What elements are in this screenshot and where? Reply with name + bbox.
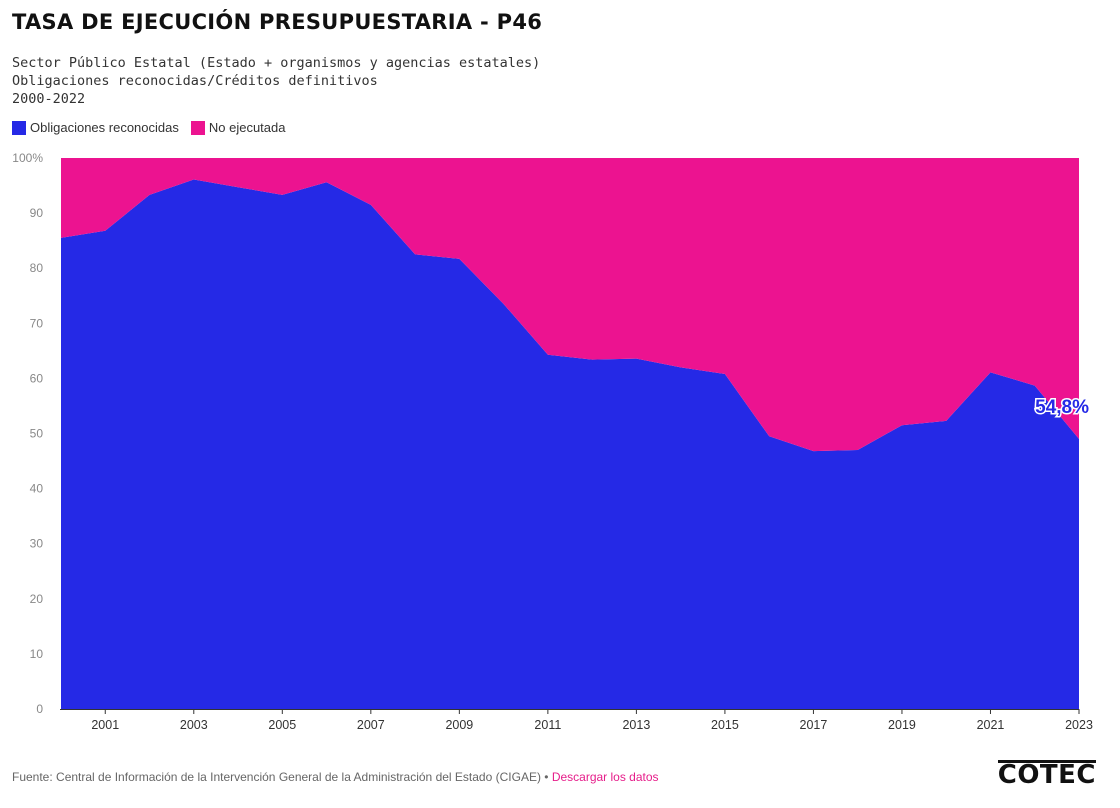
logo-text: COTEC	[997, 760, 1096, 790]
logo-bar	[997, 760, 1096, 763]
x-tick-label: 2023	[1065, 718, 1093, 732]
y-tick-label: 90	[30, 206, 44, 220]
legend-item-no-ejecutada[interactable]: No ejecutada	[190, 120, 286, 135]
y-tick-label: 70	[30, 316, 44, 330]
x-tick-label: 2019	[888, 718, 916, 732]
y-tick-label: 60	[30, 371, 44, 385]
y-tick-label: 100%	[12, 151, 43, 165]
y-tick-label: 80	[30, 261, 44, 275]
y-tick-label: 0	[36, 702, 43, 716]
chart-subtitle: Sector Público Estatal (Estado + organis…	[12, 54, 540, 108]
legend-swatch	[190, 120, 205, 135]
area-series-obligaciones	[61, 179, 1079, 709]
x-tick-label: 2017	[800, 718, 828, 732]
x-tick-label: 2021	[977, 718, 1005, 732]
y-tick-label: 10	[30, 647, 44, 661]
legend-swatch	[12, 120, 26, 135]
cotec-logo: COTEC	[997, 760, 1096, 790]
y-tick-label: 50	[30, 427, 44, 441]
chart-legend: Obligaciones reconocidas No ejecutada	[12, 120, 298, 135]
x-tick-label: 2015	[711, 718, 739, 732]
x-tick-label: 2005	[268, 718, 296, 732]
source-footer: Fuente: Central de Información de la Int…	[12, 770, 659, 784]
annotation-label: 54,8%	[1035, 397, 1089, 418]
x-tick-label: 2007	[357, 718, 385, 732]
area-series-no-ejecutada	[61, 158, 1079, 452]
subtitle-line: 2000-2022	[12, 91, 86, 107]
y-tick-label: 30	[30, 537, 44, 551]
download-data-link[interactable]: Descargar los datos	[551, 770, 659, 784]
chart-title: TASA DE EJECUCIÓN PRESUPUESTARIA - P46	[12, 10, 543, 34]
y-tick-label: 20	[30, 592, 44, 606]
subtitle-line: Sector Público Estatal (Estado + organis…	[12, 55, 541, 71]
x-tick-label: 2011	[534, 718, 561, 732]
subtitle-line: Obligaciones reconocidas/Créditos defini…	[12, 73, 378, 89]
x-tick-label: 2009	[445, 718, 473, 732]
y-tick-label: 40	[30, 482, 44, 496]
x-tick-label: 2001	[91, 718, 119, 732]
x-tick-label: 2013	[622, 718, 650, 732]
legend-item-obligaciones[interactable]: Obligaciones reconocidas	[12, 120, 179, 135]
legend-label: No ejecutada	[208, 120, 286, 135]
area-chart: 0 10 20 30 40 50 60 70 80 90 100% 2001 2003 2005 2007 2…	[12, 151, 1093, 732]
x-tick-label: 2003	[180, 718, 208, 732]
source-text: Fuente: Central de Información de la Int…	[12, 770, 552, 784]
legend-label: Obligaciones reconocidas	[30, 120, 179, 135]
